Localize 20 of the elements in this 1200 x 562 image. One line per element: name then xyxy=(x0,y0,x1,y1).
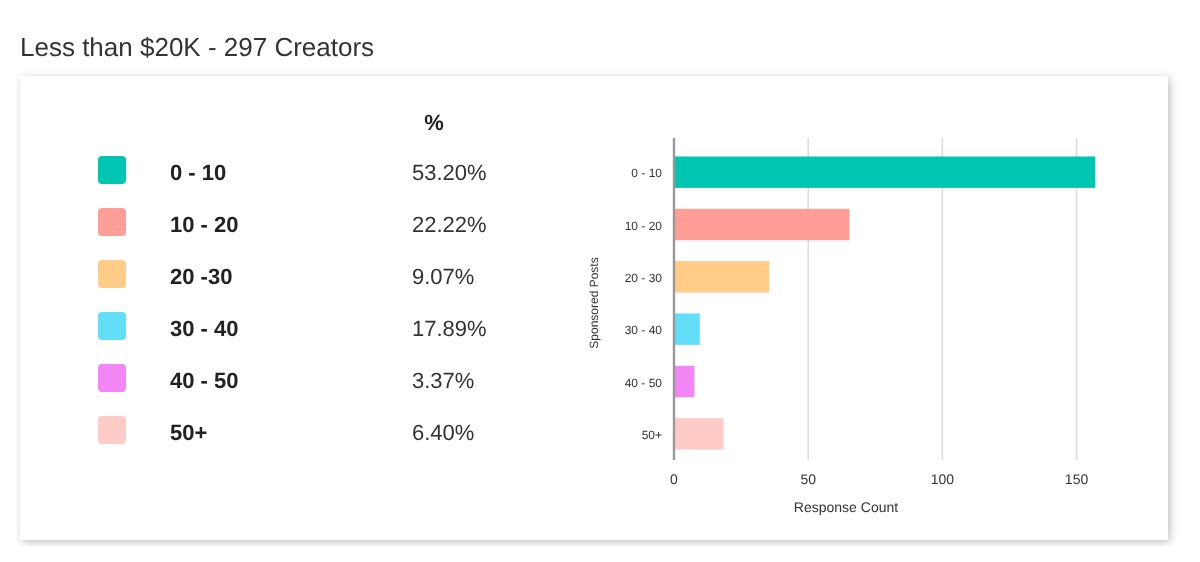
legend-title: % xyxy=(424,112,445,136)
category-label: 50+ xyxy=(170,422,208,446)
category-label: 10 - 20 xyxy=(170,214,239,238)
category-label: 0 - 10 xyxy=(170,162,227,186)
text: Less than $20K - 297 Creators xyxy=(20,32,376,62)
bar xyxy=(674,365,695,398)
data-label: 53.20% xyxy=(412,162,488,186)
data-label: 22.22% xyxy=(412,214,488,238)
category-label: 20 -30 xyxy=(170,266,233,290)
bar xyxy=(674,418,724,450)
category-label: 30 - 40 xyxy=(170,318,239,342)
data-label: 9.07% xyxy=(412,266,475,290)
bar xyxy=(674,208,850,241)
data-label: 3.37% xyxy=(412,370,475,394)
data-label: 6.40% xyxy=(412,422,475,446)
bar xyxy=(674,156,1096,188)
data-label: 17.89% xyxy=(412,318,488,342)
category-label: 40 - 50 xyxy=(170,370,239,394)
bar xyxy=(674,261,770,293)
bar xyxy=(674,313,700,345)
